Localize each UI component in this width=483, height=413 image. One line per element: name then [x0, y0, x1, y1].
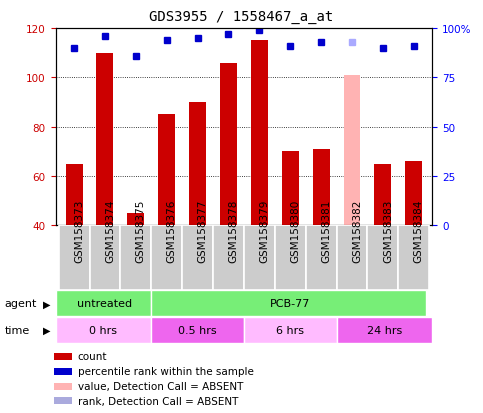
- Text: percentile rank within the sample: percentile rank within the sample: [78, 366, 254, 376]
- Text: 0.5 hrs: 0.5 hrs: [178, 325, 217, 335]
- Bar: [337, 226, 368, 290]
- Bar: [56, 317, 151, 343]
- Bar: [54, 382, 71, 390]
- Text: count: count: [78, 351, 107, 361]
- Bar: [405, 162, 422, 226]
- Bar: [220, 63, 237, 226]
- Bar: [56, 291, 151, 316]
- Bar: [158, 115, 175, 226]
- Bar: [282, 152, 298, 226]
- Text: GDS3955 / 1558467_a_at: GDS3955 / 1558467_a_at: [149, 10, 334, 24]
- Bar: [306, 226, 337, 290]
- Bar: [66, 164, 83, 226]
- Bar: [151, 291, 426, 316]
- Text: 0 hrs: 0 hrs: [89, 325, 117, 335]
- Text: 24 hrs: 24 hrs: [367, 325, 402, 335]
- Bar: [120, 226, 151, 290]
- Text: GSM158378: GSM158378: [228, 199, 239, 263]
- Bar: [54, 353, 71, 360]
- Bar: [54, 368, 71, 375]
- Bar: [244, 226, 275, 290]
- Text: GSM158381: GSM158381: [321, 199, 331, 263]
- Bar: [58, 226, 89, 290]
- Bar: [128, 214, 144, 226]
- Bar: [182, 226, 213, 290]
- Bar: [343, 76, 360, 226]
- Text: rank, Detection Call = ABSENT: rank, Detection Call = ABSENT: [78, 396, 238, 406]
- Bar: [54, 397, 71, 404]
- Text: GSM158374: GSM158374: [105, 199, 115, 263]
- Text: PCB-77: PCB-77: [270, 299, 311, 309]
- Bar: [398, 226, 429, 290]
- Text: time: time: [5, 325, 30, 335]
- Text: GSM158379: GSM158379: [259, 199, 270, 263]
- Bar: [151, 226, 182, 290]
- Text: GSM158380: GSM158380: [290, 199, 300, 263]
- Text: GSM158373: GSM158373: [74, 199, 84, 263]
- Bar: [275, 226, 306, 290]
- Bar: [244, 317, 337, 343]
- Bar: [337, 317, 432, 343]
- Bar: [89, 226, 120, 290]
- Bar: [97, 54, 114, 226]
- Text: agent: agent: [5, 299, 37, 309]
- Text: GSM158376: GSM158376: [167, 199, 177, 263]
- Bar: [251, 41, 268, 226]
- Text: untreated: untreated: [77, 299, 132, 309]
- Text: 6 hrs: 6 hrs: [276, 325, 304, 335]
- Text: GSM158375: GSM158375: [136, 199, 146, 263]
- Bar: [189, 103, 206, 226]
- Text: GSM158384: GSM158384: [414, 199, 424, 263]
- Text: ▶: ▶: [43, 325, 51, 335]
- Text: ▶: ▶: [43, 299, 51, 309]
- Bar: [213, 226, 244, 290]
- Bar: [374, 164, 391, 226]
- Bar: [151, 317, 244, 343]
- Bar: [313, 150, 329, 226]
- Text: GSM158382: GSM158382: [352, 199, 362, 263]
- Text: value, Detection Call = ABSENT: value, Detection Call = ABSENT: [78, 381, 243, 391]
- Text: GSM158377: GSM158377: [198, 199, 208, 263]
- Bar: [368, 226, 398, 290]
- Text: GSM158383: GSM158383: [383, 199, 393, 263]
